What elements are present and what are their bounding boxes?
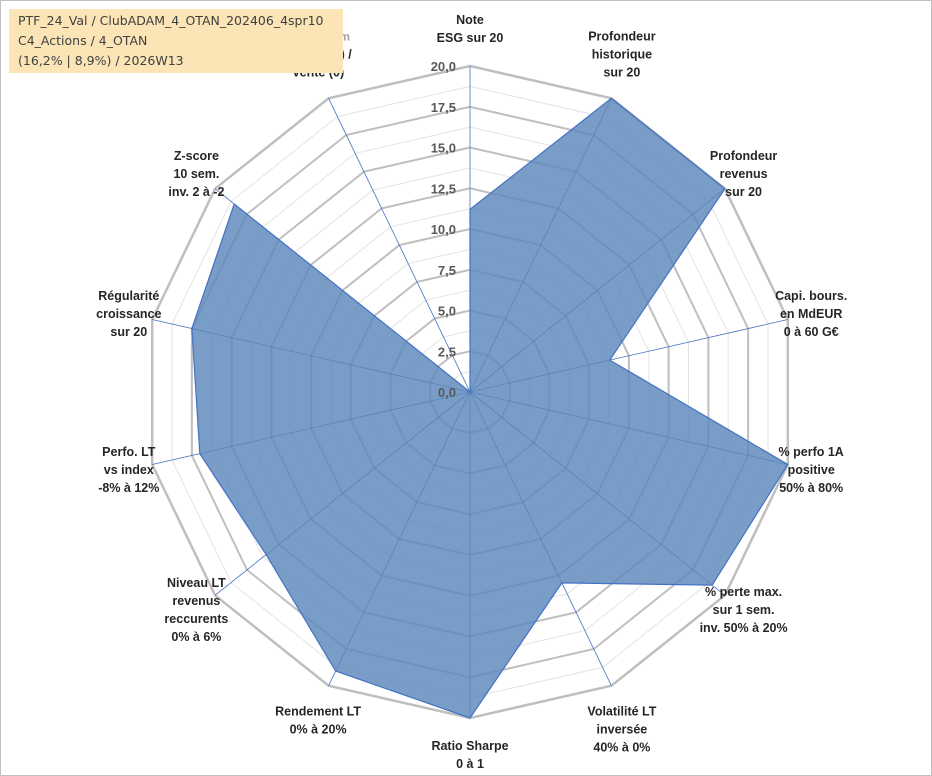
axis-category-label: Profondeur revenus sur 20 [710, 149, 777, 199]
radial-tick-label: 0,0 [438, 385, 456, 400]
radial-tick-label: 5,0 [438, 304, 456, 319]
axis-category-label: Z-score 10 sem. inv. 2 à -2 [168, 149, 224, 199]
axis-category-label: Perfo. LT vs index -8% à 12% [98, 445, 159, 495]
radial-tick-label: 7,5 [438, 263, 456, 278]
radial-tick-label: 15,0 [431, 141, 456, 156]
radial-tick-label: 12,5 [431, 181, 456, 196]
axis-category-label: Régularité croissance sur 20 [96, 289, 161, 339]
radial-tick-label: 10,0 [431, 222, 456, 237]
radial-tick-label: 2,5 [438, 344, 456, 359]
radar-data-area [191, 97, 789, 719]
axis-category-label: Ratio Sharpe 0 à 1 [431, 739, 508, 771]
radial-tick-label: 17,5 [431, 100, 456, 115]
axis-category-label: Note ESG sur 20 [437, 13, 504, 45]
portfolio-name: PTF_24_Val / ClubADAM_4_OTAN_202406_4spr… [18, 13, 324, 28]
axis-category-label: Capi. bours. en MdEUR 0 à 60 G€ [775, 289, 847, 339]
axis-category-label: % perfo 1A positive 50% à 80% [779, 445, 844, 495]
portfolio-info-box: PTF_24_Val / ClubADAM_4_OTAN_202406_4spr… [9, 9, 343, 73]
radar-axis-line [328, 98, 471, 393]
axis-category-label: Profondeur historique sur 20 [588, 30, 655, 80]
axis-category-label: Niveau LT revenus reccurents 0% à 6% [164, 576, 228, 644]
axis-category-label: Volatilité LT inversée 40% à 0% [587, 704, 656, 754]
portfolio-category: C4_Actions / 4_OTAN [18, 33, 148, 48]
axis-category-label: Rendement LT 0% à 20% [275, 704, 361, 736]
radial-tick-label: 20,0 [431, 59, 456, 74]
axis-category-label: % perte max. sur 1 sem. inv. 50% à 20% [700, 585, 788, 635]
portfolio-stats: (16,2% | 8,9%) / 2026W13 [18, 53, 184, 68]
